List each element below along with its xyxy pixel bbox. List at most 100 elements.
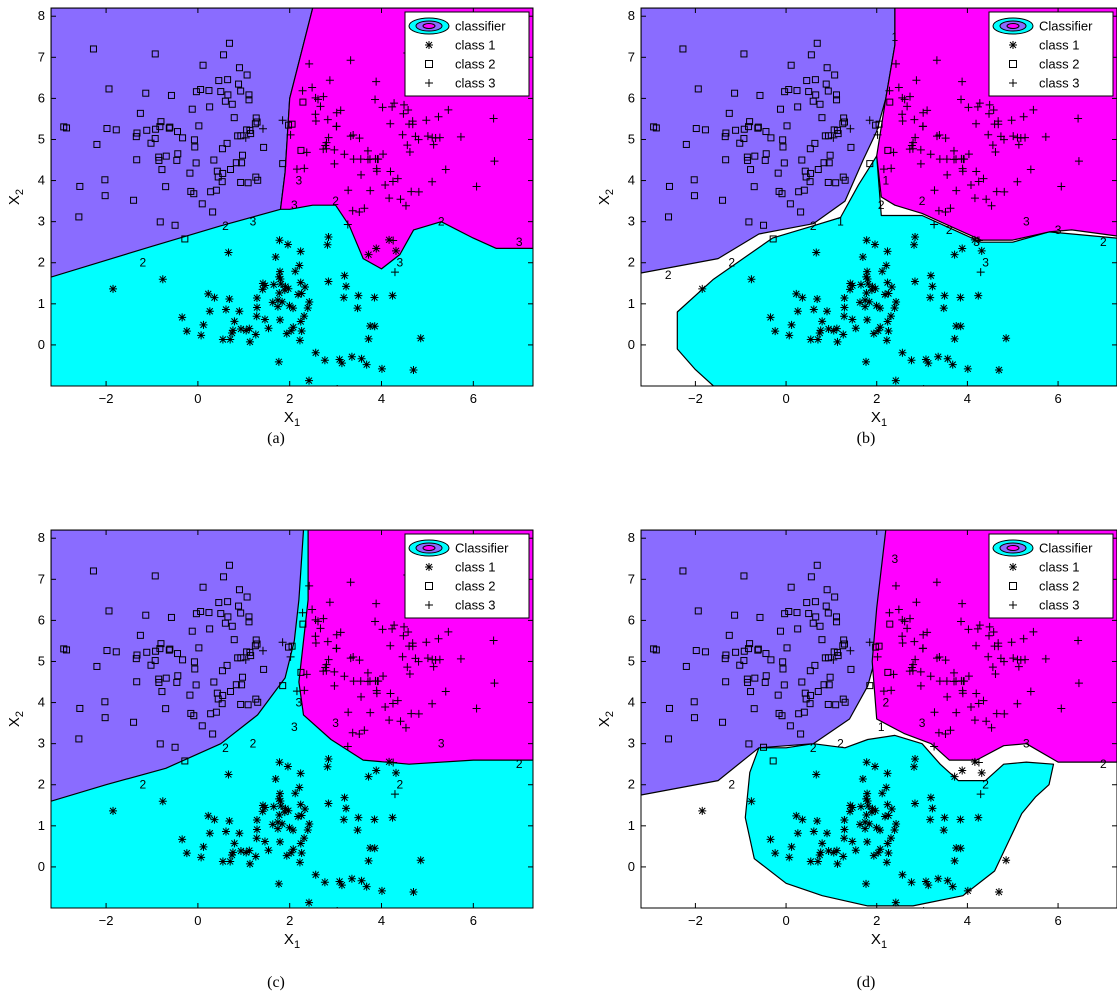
data-point — [861, 302, 870, 311]
data-point — [918, 644, 927, 653]
legend-entry: class 3 — [455, 76, 495, 91]
data-point — [130, 718, 138, 726]
data-point — [472, 704, 481, 713]
x-tick-label: 0 — [194, 913, 201, 928]
data-point — [719, 718, 727, 726]
data-point — [1019, 112, 1028, 121]
data-point — [260, 665, 268, 673]
data-point — [958, 766, 967, 775]
data-point — [371, 95, 380, 104]
data-point — [218, 335, 227, 344]
data-point — [912, 598, 921, 607]
data-point — [340, 793, 349, 802]
data-point — [956, 293, 965, 302]
x-tick-label: 2 — [873, 913, 880, 928]
data-point — [787, 583, 795, 591]
data-point — [722, 678, 730, 686]
y-tick-label: 1 — [38, 818, 45, 833]
data-point — [820, 159, 828, 167]
contour-label: 2 — [139, 778, 146, 792]
data-point — [252, 303, 261, 312]
data-point — [319, 92, 328, 101]
data-point — [950, 334, 959, 343]
data-point — [274, 879, 283, 888]
contour-label: 2 — [878, 198, 885, 212]
data-point — [665, 735, 673, 743]
x-axis-label: X1 — [284, 409, 300, 429]
data-point — [1026, 687, 1035, 696]
data-point — [855, 820, 864, 829]
data-point — [876, 304, 885, 313]
data-point — [950, 772, 959, 781]
data-point — [740, 50, 748, 58]
data-point — [336, 628, 345, 637]
data-point — [252, 695, 260, 703]
data-point — [291, 789, 300, 798]
data-point — [886, 98, 894, 106]
data-point — [813, 857, 822, 866]
data-point — [832, 179, 840, 187]
data-point — [234, 654, 242, 662]
data-point — [386, 641, 395, 650]
data-point — [349, 155, 358, 164]
legend-entry: class 1 — [1039, 560, 1079, 575]
data-point — [366, 321, 375, 330]
data-point — [404, 105, 413, 114]
data-point — [750, 705, 758, 713]
data-point — [285, 121, 293, 129]
data-point — [279, 160, 287, 168]
data-point — [337, 359, 346, 368]
data-point — [278, 297, 287, 306]
data-point — [903, 102, 912, 111]
data-point — [881, 908, 889, 916]
data-point — [322, 144, 331, 153]
data-point — [324, 754, 333, 763]
data-point — [370, 815, 379, 824]
data-point — [911, 133, 920, 142]
data-point — [305, 898, 314, 907]
data-point — [205, 609, 213, 617]
data-point — [873, 652, 882, 661]
data-point — [398, 652, 407, 661]
data-point — [372, 77, 381, 86]
data-point — [884, 849, 893, 858]
data-point — [908, 666, 917, 675]
data-point — [816, 100, 824, 108]
contour-label: 2 — [810, 741, 817, 755]
data-point — [280, 286, 289, 295]
data-point — [305, 376, 314, 385]
data-point — [285, 643, 293, 651]
data-point — [722, 651, 730, 659]
y-tick-label: 0 — [38, 337, 45, 352]
data-point — [762, 650, 770, 658]
data-point — [403, 663, 412, 672]
data-point — [213, 689, 221, 697]
data-point — [823, 307, 832, 316]
data-point — [886, 834, 895, 843]
data-point — [320, 356, 329, 365]
data-point — [258, 801, 267, 810]
data-point — [235, 64, 243, 72]
y-tick-label: 6 — [38, 90, 45, 105]
data-point — [806, 667, 814, 675]
contour-label: 3 — [250, 215, 257, 229]
legend-entry: class 1 — [455, 560, 495, 575]
y-tick-label: 0 — [628, 859, 635, 874]
data-point — [178, 835, 187, 844]
data-point — [294, 812, 303, 821]
data-point — [152, 647, 160, 655]
data-point — [910, 762, 919, 771]
data-point — [806, 335, 815, 344]
data-point — [355, 207, 364, 216]
data-point — [232, 681, 240, 689]
data-point — [344, 708, 353, 717]
data-point — [829, 326, 838, 335]
data-point — [271, 253, 280, 262]
data-point — [287, 326, 296, 335]
data-point — [342, 282, 351, 291]
data-point — [818, 636, 826, 644]
data-point — [1002, 856, 1011, 865]
data-point — [227, 850, 236, 859]
data-point — [818, 839, 827, 848]
